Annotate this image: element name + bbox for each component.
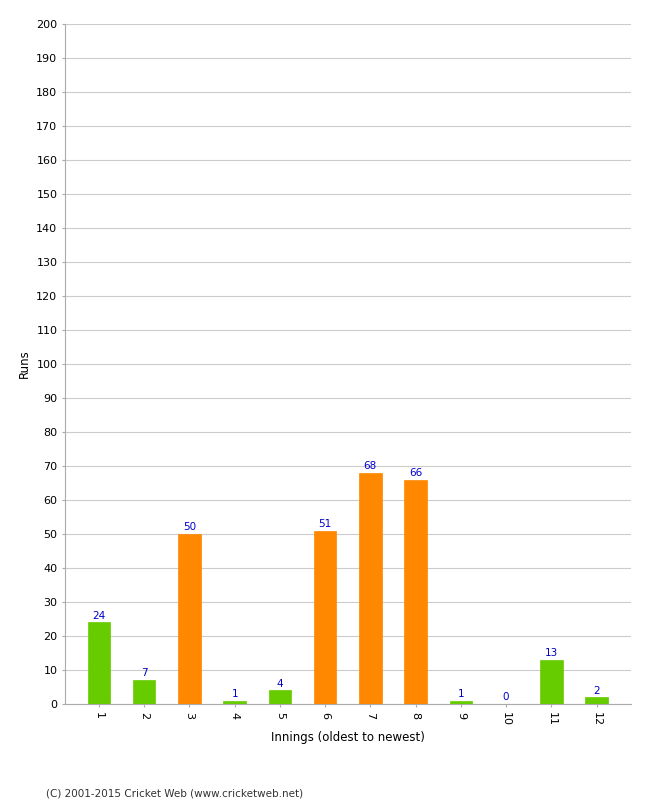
Bar: [88, 622, 110, 704]
Text: 0: 0: [503, 692, 510, 702]
Bar: [359, 473, 382, 704]
Bar: [404, 480, 427, 704]
Bar: [314, 530, 337, 704]
Bar: [450, 701, 472, 704]
Text: (C) 2001-2015 Cricket Web (www.cricketweb.net): (C) 2001-2015 Cricket Web (www.cricketwe…: [46, 788, 303, 798]
Y-axis label: Runs: Runs: [18, 350, 31, 378]
Text: 68: 68: [364, 461, 377, 471]
Bar: [133, 680, 155, 704]
Text: 4: 4: [277, 678, 283, 689]
Bar: [268, 690, 291, 704]
Text: 7: 7: [141, 669, 148, 678]
Text: 2: 2: [593, 686, 600, 695]
Text: 51: 51: [318, 519, 332, 529]
Text: 13: 13: [545, 648, 558, 658]
Text: 66: 66: [409, 468, 423, 478]
Text: 24: 24: [92, 610, 105, 621]
Text: 1: 1: [458, 689, 464, 699]
Bar: [540, 660, 563, 704]
Bar: [585, 697, 608, 704]
Text: 1: 1: [231, 689, 238, 699]
Text: 50: 50: [183, 522, 196, 532]
Bar: [224, 701, 246, 704]
Bar: [178, 534, 201, 704]
X-axis label: Innings (oldest to newest): Innings (oldest to newest): [271, 731, 424, 744]
